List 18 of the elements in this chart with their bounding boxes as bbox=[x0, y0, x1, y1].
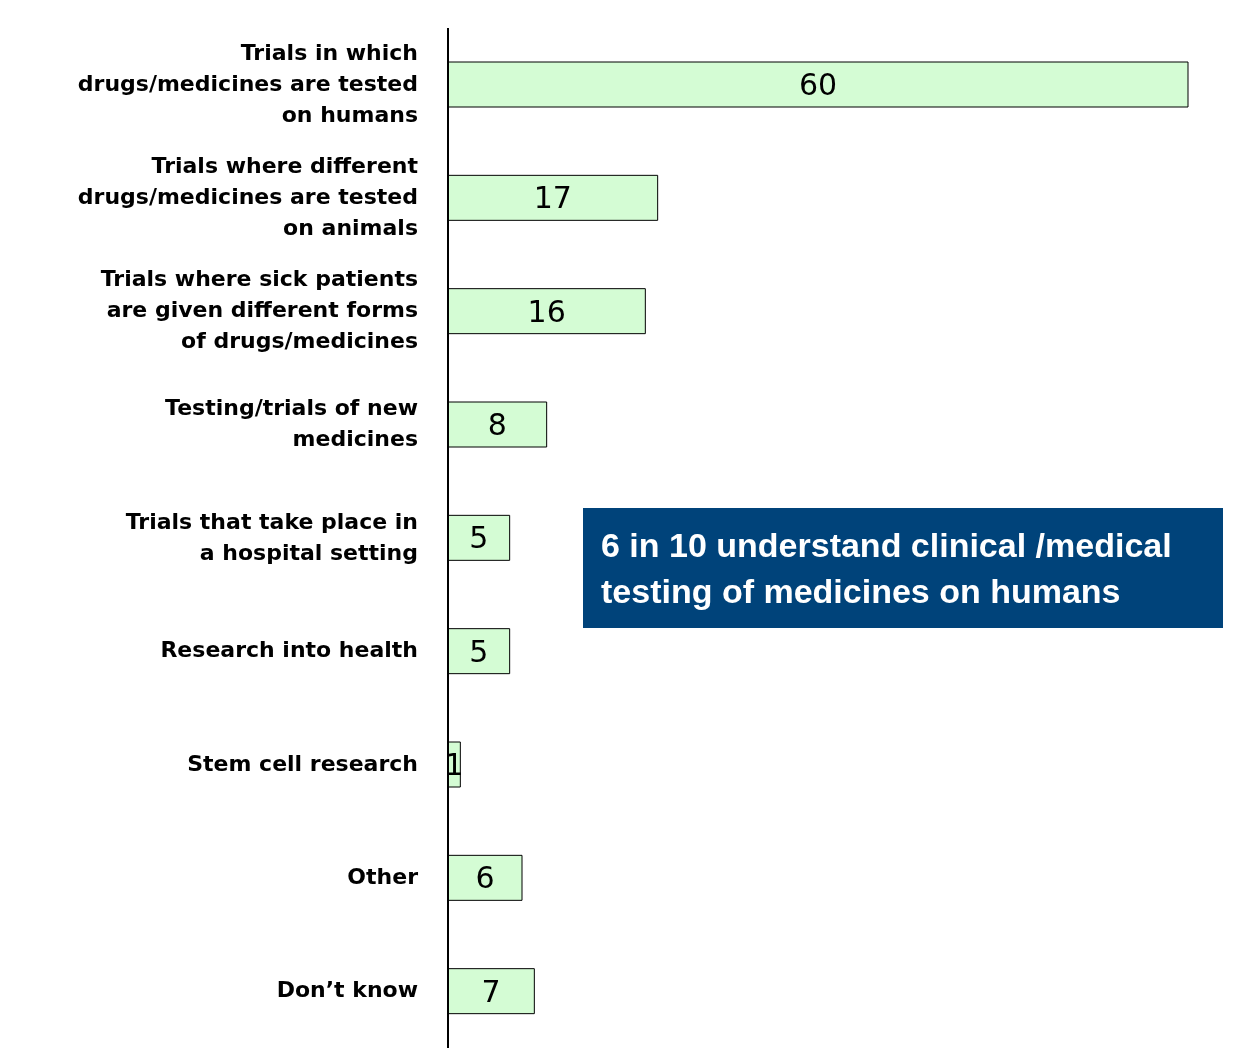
y-tick-label: Don’t know bbox=[276, 977, 418, 1003]
y-tick-label: Other bbox=[347, 864, 419, 889]
y-tick-label: Stem cell research bbox=[187, 750, 418, 776]
data-label: 6 bbox=[475, 860, 495, 896]
annotation: 6 in 10 understand clinical /medical testing of medicines on humans bbox=[583, 508, 1223, 628]
y-tick-label: Trials where sick patients are given different forms of drugs/medicines bbox=[100, 266, 418, 354]
data-label: 5 bbox=[469, 633, 489, 669]
data-label: 8 bbox=[487, 407, 507, 443]
y-tick-label: Trials where different drugs/medicines are tested on animals bbox=[77, 153, 419, 240]
y-tick-label: Testing/trials of new medicines bbox=[165, 395, 418, 452]
y-tick-label: Research into health bbox=[160, 637, 418, 663]
y-tick-label: Trials in which drugs/medicines are tested on humans bbox=[77, 39, 418, 127]
y-tick-label: Trials that take place in a hospital setting bbox=[125, 508, 418, 565]
data-label: 5 bbox=[469, 520, 489, 556]
data-label: 60 bbox=[798, 67, 838, 103]
data-label: 17 bbox=[533, 180, 572, 216]
data-label: 16 bbox=[527, 293, 566, 329]
data-label: 7 bbox=[481, 973, 501, 1009]
